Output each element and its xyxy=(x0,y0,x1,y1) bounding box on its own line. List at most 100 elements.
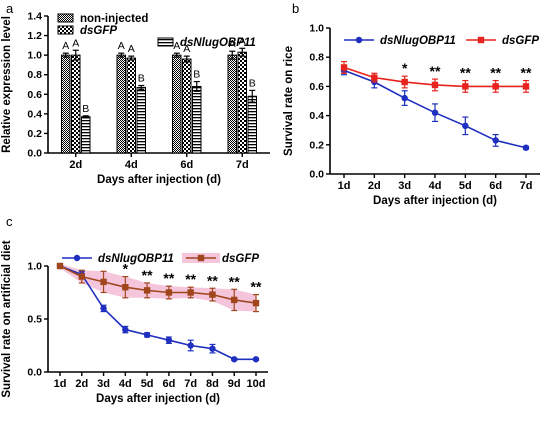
data-point xyxy=(100,305,107,312)
significance-stars: ** xyxy=(430,63,441,79)
data-point xyxy=(340,64,348,71)
x-tick-label: 2d xyxy=(69,159,82,171)
y-axis-title: Relative expression level xyxy=(1,16,13,153)
panel-c-chart: 0.0 0.5 1.0 c Survival rate on artificial di… xyxy=(1,214,268,405)
data-point xyxy=(143,331,151,339)
significance-stars: ** xyxy=(490,65,501,81)
data-point xyxy=(56,262,64,270)
bar xyxy=(61,54,71,154)
bar xyxy=(136,86,146,154)
y-tick-label: 1.4 xyxy=(27,11,42,23)
data-point xyxy=(492,137,499,144)
y-tick-label: 0.2 xyxy=(309,139,324,151)
data-point xyxy=(522,144,530,151)
data-point xyxy=(492,83,499,90)
legend-label: non-injected xyxy=(80,13,148,25)
significance-stars: ** xyxy=(229,273,240,289)
data-point xyxy=(252,356,260,363)
legend-marker xyxy=(197,254,205,262)
y-tick-label: 1.0 xyxy=(309,23,324,35)
data-point xyxy=(122,284,129,291)
significance-letter: B xyxy=(82,103,89,115)
significance-letter: B xyxy=(193,69,200,81)
legend-swatch xyxy=(157,37,174,47)
data-point xyxy=(462,122,469,130)
data-point xyxy=(143,287,151,294)
y-tick-label: 0.0 xyxy=(27,367,42,379)
x-tick-label: 6d xyxy=(489,180,502,192)
y-tick-label: 0.4 xyxy=(27,108,42,120)
legend-label: dsGFP xyxy=(222,253,259,265)
x-tick-label: 1d xyxy=(338,180,351,192)
x-axis-title: Days after injection (d) xyxy=(97,174,221,186)
legend-marker xyxy=(73,254,81,262)
series-line xyxy=(59,265,256,361)
data-point xyxy=(209,345,216,352)
data-point xyxy=(462,83,469,90)
y-tick-label: 1.2 xyxy=(27,30,42,42)
data-point xyxy=(78,273,85,280)
legend-marker xyxy=(355,36,363,44)
bar xyxy=(172,54,182,154)
confidence-band xyxy=(60,263,256,312)
x-tick-label: 5d xyxy=(141,378,154,390)
data-point xyxy=(401,78,408,86)
significance-stars: ** xyxy=(207,272,218,288)
panel-letter: a xyxy=(6,1,14,16)
x-axis-title: Days after injection (d) xyxy=(96,393,220,405)
series-line xyxy=(59,265,257,304)
bar xyxy=(71,54,81,154)
significance-stars: ** xyxy=(142,267,153,283)
significance-letter: B xyxy=(138,72,145,84)
legend-label: dsNlugOBP11 xyxy=(98,253,174,265)
x-axis-title: Days after injection (d) xyxy=(373,195,497,207)
bar xyxy=(247,95,257,154)
bar xyxy=(227,54,237,154)
y-axis-title: Survival rate on artificial diet xyxy=(1,240,13,397)
data-point xyxy=(371,74,378,81)
x-tick-label: 1d xyxy=(54,378,67,390)
y-tick-label: 0.2 xyxy=(27,128,42,140)
bar xyxy=(237,51,247,154)
legend-label: dsGFP xyxy=(502,35,539,47)
x-tick-label: 8d xyxy=(206,378,219,390)
y-tick-label: 0.8 xyxy=(309,52,324,64)
significance-stars: ** xyxy=(521,65,532,81)
data-point xyxy=(187,342,194,349)
y-tick-label: 0.0 xyxy=(27,148,42,160)
data-point xyxy=(231,296,238,304)
data-point xyxy=(165,289,173,296)
x-tick-label: 4d xyxy=(119,378,132,390)
x-tick-label: 6d xyxy=(180,159,193,171)
y-tick-label: 0.6 xyxy=(309,81,324,93)
data-point xyxy=(165,337,173,344)
data-point xyxy=(522,83,530,90)
significance-letter: A xyxy=(72,37,79,49)
data-point xyxy=(252,299,260,307)
legend-label: dsNlugOBP11 xyxy=(380,35,456,47)
x-tick-label: 2d xyxy=(75,378,88,390)
data-point xyxy=(209,291,216,298)
bar xyxy=(116,54,126,154)
significance-letter: A xyxy=(229,38,236,50)
significance-letter: A xyxy=(239,35,246,47)
significance-stars: * xyxy=(123,261,129,277)
x-tick-label: 3d xyxy=(398,180,411,192)
x-tick-label: 7d xyxy=(236,159,249,171)
data-point xyxy=(431,81,439,89)
bar xyxy=(81,116,91,154)
x-tick-label: 6d xyxy=(162,378,175,390)
bar xyxy=(192,85,202,154)
bar xyxy=(126,57,136,154)
y-tick-label: 0.4 xyxy=(309,110,324,122)
legend-marker xyxy=(477,36,485,44)
y-tick-label: 0.6 xyxy=(27,89,42,101)
significance-letter: A xyxy=(128,43,135,55)
significance-stars: ** xyxy=(185,271,196,287)
y-axis-title: Survival rate on rice xyxy=(283,46,295,156)
significance-stars: ** xyxy=(251,279,262,295)
x-tick-label: 10d xyxy=(247,378,266,390)
significance-letter: A xyxy=(183,43,190,55)
